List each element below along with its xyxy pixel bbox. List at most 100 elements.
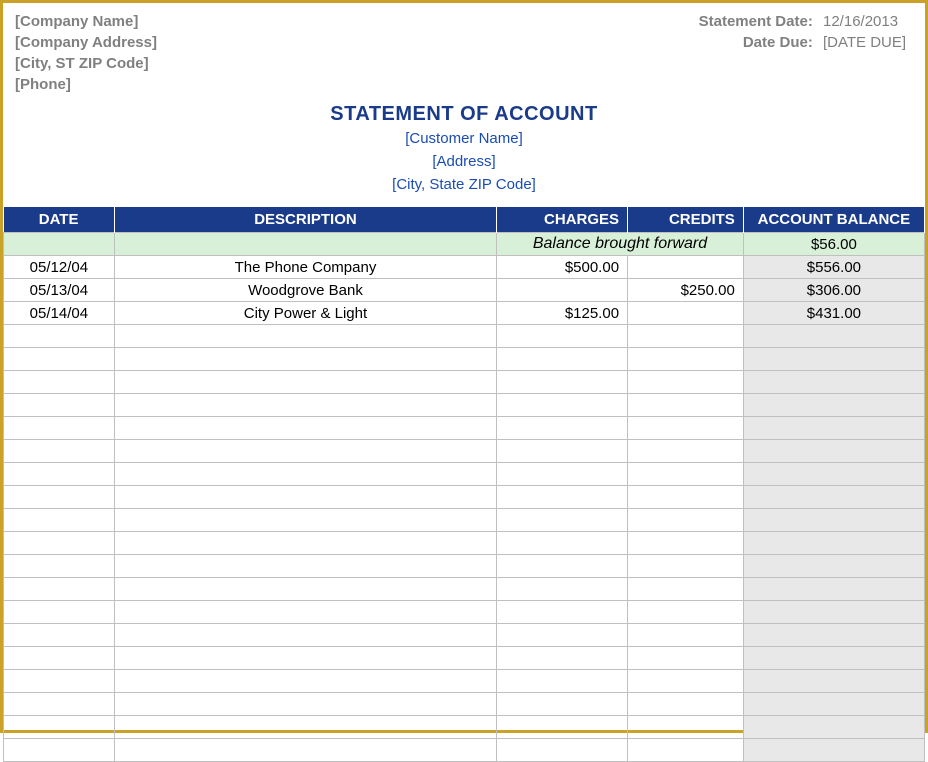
- col-header-credits: CREDITS: [628, 207, 744, 233]
- cell-balance: [743, 486, 924, 509]
- cell-description: The Phone Company: [114, 256, 496, 279]
- cell-charges: [497, 509, 628, 532]
- cell-charges: [497, 440, 628, 463]
- cell-date: 05/13/04: [4, 279, 115, 302]
- cell-description: City Power & Light: [114, 302, 496, 325]
- cell-balance: [743, 578, 924, 601]
- cell-credits: [628, 693, 744, 716]
- table-row-empty: [4, 440, 925, 463]
- col-header-date: DATE: [4, 207, 115, 233]
- col-header-balance: ACCOUNT BALANCE: [743, 207, 924, 233]
- statement-date-row: Statement Date: 12/16/2013: [699, 11, 913, 32]
- balance-forward-label: Balance brought forward: [497, 233, 744, 256]
- cell-credits: [628, 394, 744, 417]
- cell-credits: [628, 716, 744, 739]
- cell-charges: [497, 647, 628, 670]
- cell-date: 05/14/04: [4, 302, 115, 325]
- cell-charges: [497, 417, 628, 440]
- cell-description: [114, 578, 496, 601]
- cell-description: [114, 693, 496, 716]
- cell-charges: $500.00: [497, 256, 628, 279]
- cell-balance: $306.00: [743, 279, 924, 302]
- table-row-empty: [4, 463, 925, 486]
- table-row-empty: [4, 348, 925, 371]
- cell-description: [114, 716, 496, 739]
- cell-charges: [497, 624, 628, 647]
- cell-date: [4, 555, 115, 578]
- customer-address: [Address]: [3, 151, 925, 172]
- cell-date: [4, 624, 115, 647]
- cell-charges: [497, 394, 628, 417]
- cell-date: [4, 670, 115, 693]
- cell-description: [114, 532, 496, 555]
- cell-balance: [743, 371, 924, 394]
- cell-charges: [497, 601, 628, 624]
- statement-date-label: Statement Date:: [699, 11, 813, 32]
- cell-date: 05/12/04: [4, 256, 115, 279]
- cell-description: [114, 417, 496, 440]
- table-row-empty: [4, 578, 925, 601]
- cell-date: [4, 739, 115, 762]
- balance-forward-row: Balance brought forward $56.00: [4, 233, 925, 256]
- cell-date: [4, 440, 115, 463]
- cell-balance: [743, 624, 924, 647]
- cell-charges: [497, 532, 628, 555]
- cell-charges: [497, 325, 628, 348]
- cell-balance: [743, 647, 924, 670]
- cell-balance: [743, 348, 924, 371]
- cell-credits: [628, 302, 744, 325]
- cell-description: [114, 509, 496, 532]
- cell-balance: [743, 601, 924, 624]
- cell-date: [4, 348, 115, 371]
- cell-date: [4, 371, 115, 394]
- cell-charges: [497, 463, 628, 486]
- statement-title: STATEMENT OF ACCOUNT: [3, 103, 925, 126]
- cell-balance: [743, 532, 924, 555]
- cell-description: [114, 624, 496, 647]
- cell-description: [114, 486, 496, 509]
- cell-credits: [628, 601, 744, 624]
- table-row: 05/12/04The Phone Company$500.00 $556.00: [4, 256, 925, 279]
- cell-description: [114, 739, 496, 762]
- customer-name: [Customer Name]: [3, 128, 925, 149]
- cell-charges: [497, 371, 628, 394]
- cell-credits: [628, 578, 744, 601]
- table-row-empty: [4, 693, 925, 716]
- cell-balance: [743, 440, 924, 463]
- cell-credits: [628, 463, 744, 486]
- company-address: [Company Address]: [15, 32, 157, 53]
- cell-balance: [743, 716, 924, 739]
- cell-credits: [628, 486, 744, 509]
- cell-date: [4, 486, 115, 509]
- date-due-row: Date Due: [DATE DUE]: [699, 32, 913, 53]
- cell-credits: [628, 371, 744, 394]
- date-due-value: [DATE DUE]: [823, 32, 913, 53]
- cell-charges: [497, 486, 628, 509]
- date-info-block: Statement Date: 12/16/2013 Date Due: [DA…: [699, 11, 913, 53]
- cell-charges: [497, 555, 628, 578]
- table-row-empty: [4, 509, 925, 532]
- cell-charges: $125.00: [497, 302, 628, 325]
- cell-balance: [743, 555, 924, 578]
- table-header-row: DATE DESCRIPTION CHARGES CREDITS ACCOUNT…: [4, 207, 925, 233]
- cell-balance: $556.00: [743, 256, 924, 279]
- cell-balance: [743, 693, 924, 716]
- cell-credits: [628, 256, 744, 279]
- cell-date: [4, 532, 115, 555]
- cell-description: [114, 463, 496, 486]
- cell-date: [4, 601, 115, 624]
- cell-date: [4, 716, 115, 739]
- table-row-empty: [4, 325, 925, 348]
- cell-charges: [497, 739, 628, 762]
- cell-charges: [497, 670, 628, 693]
- cell-charges: [497, 716, 628, 739]
- table-row-empty: [4, 394, 925, 417]
- cell-date: [4, 325, 115, 348]
- col-header-charges: CHARGES: [497, 207, 628, 233]
- cell-description: [114, 394, 496, 417]
- table-row-empty: [4, 647, 925, 670]
- cell-date: [4, 463, 115, 486]
- cell-credits: [628, 670, 744, 693]
- cell-balance: [743, 739, 924, 762]
- cell-charges: [497, 279, 628, 302]
